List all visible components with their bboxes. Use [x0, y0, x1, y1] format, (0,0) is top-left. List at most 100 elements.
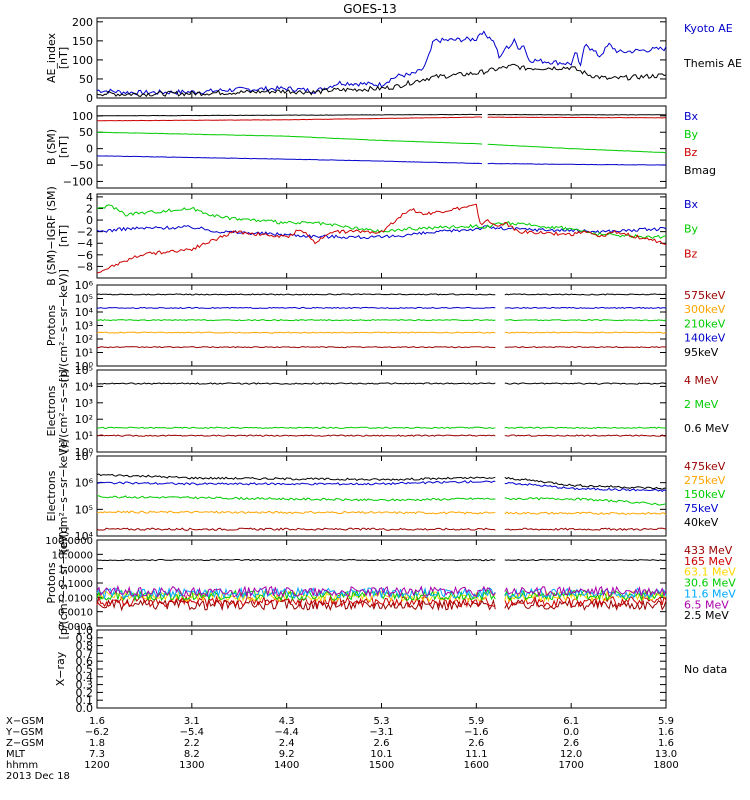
x-row-value: 2.4 [279, 738, 295, 749]
legend-entry: 30.6 MeV [684, 577, 736, 590]
legend: Bx By Bz [684, 198, 699, 260]
y-tick-label: −6 [77, 249, 93, 262]
series-165-mev [96, 594, 667, 609]
y-axis-label: B (SM) [45, 129, 58, 165]
legend-entry: Bz [684, 146, 698, 159]
series-by [96, 131, 667, 154]
series-bx [96, 155, 667, 166]
series-by [96, 204, 667, 240]
legend-entry: 4 MeV [684, 374, 719, 387]
x-row-value: 3.1 [184, 716, 200, 727]
panel-frame [96, 539, 667, 627]
y-tick-label: 10⁵ [75, 503, 93, 516]
legend-entry: 75keV [684, 502, 719, 515]
x-row-label: Z−GSM [6, 738, 44, 749]
panel-frame [96, 284, 667, 367]
legend-entry: 6.5 MeV [684, 598, 729, 611]
y-tick-label: 1.0000 [58, 565, 93, 576]
y-tick-label: 0.4 [76, 671, 94, 684]
y-tick-label: 10.0000 [52, 550, 93, 561]
y-tick-label: 100 [72, 110, 93, 123]
y-tick-label: 10⁷ [75, 450, 93, 463]
legend: Bx By Bz Bmag [684, 110, 716, 177]
y-tick-label: 10⁴ [75, 380, 94, 393]
y-tick-label: 0.2 [76, 686, 94, 699]
legend-entry: Themis AE [683, 57, 742, 70]
legend: Kyoto AE Themis AE [683, 22, 742, 70]
x-row-value: 1600 [464, 760, 489, 771]
panel-electrons1: 10⁰ 10¹ 10² 10³ 10⁴ 10⁵ Electrons [e/(cm²−s−sr)… [45, 364, 729, 459]
panel-protons2: 0.0001 0.0010 0.0100 0.1000 1.0000 10.0000 100… [45, 527, 736, 640]
y-tick-label: 0 [86, 143, 93, 156]
legend-entry: 300keV [684, 303, 726, 316]
panel-ae: 0 50 100 150 200 AE_index [nT] Kyoto AE Themis A… [45, 16, 742, 105]
legend-entry: 275keV [684, 474, 726, 487]
legend-entry: Bx [684, 198, 699, 211]
series-300kev [96, 331, 667, 334]
x-row-value: 1.8 [89, 738, 105, 749]
y-tick-label: 10⁶ [75, 477, 94, 490]
x-row-value: 9.2 [279, 749, 295, 760]
y-axis-label: X−ray [54, 651, 67, 686]
series-475kev [96, 527, 667, 531]
legend-entry: 40keV [684, 516, 719, 529]
y-tick-label: 0.8 [76, 640, 94, 653]
legend-entry: 2.5 MeV [684, 609, 729, 622]
y-axis-label: [e/(cm²−s−sr−keV)] [57, 440, 70, 553]
legend-entry: Bx [684, 110, 699, 123]
series-75kev [97, 480, 667, 493]
x-axis-table: X−GSMY−GSMZ−GSMMLThhmm1.6−6.21.87.312003… [5, 716, 679, 782]
y-tick-label: 100.0000 [45, 536, 93, 547]
panel-electrons2: 10⁴ 10⁵ 10⁶ 10⁷ Electrons [e/(cm²−s−sr−keV)] 4… [45, 440, 726, 553]
y-tick-label: 10⁵ [75, 293, 93, 306]
x-row-value: 7.3 [89, 749, 105, 760]
y-tick-label: 10⁰ [75, 446, 94, 459]
figure-title: GOES-13 [343, 2, 397, 16]
y-tick-label: −100 [63, 175, 93, 188]
y-tick-label: 0.0 [76, 702, 94, 715]
series-kyoto-ae [96, 30, 667, 96]
y-axis-label: B (SM)−IGRF (SM) [45, 186, 58, 286]
legend-entry: 210keV [684, 317, 726, 330]
x-row-value: 2.6 [563, 738, 579, 749]
legend-entry: Kyoto AE [684, 22, 733, 35]
x-row-value: 2.2 [184, 738, 200, 749]
x-row-value: 4.3 [279, 716, 295, 727]
series-bx [96, 225, 667, 240]
panel-frame [96, 455, 667, 537]
y-axis-label: [p/(cm²−s−sr−keV)] [57, 527, 70, 640]
y-tick-label: 10⁴ [75, 306, 94, 319]
x-row-value: −3.1 [369, 727, 393, 738]
y-tick-label: −8 [77, 260, 93, 273]
y-tick-label: −50 [70, 159, 93, 172]
series-210kev [96, 319, 667, 322]
y-tick-label: 10² [75, 333, 93, 346]
y-tick-label: 0.5 [76, 663, 94, 676]
y-tick-label: 10⁴ [75, 530, 94, 543]
y-tick-label: 0.0010 [58, 608, 93, 619]
x-row-value: 12.0 [560, 749, 582, 760]
y-axis-label: [p/(cm²−s−sr−keV)] [57, 269, 70, 382]
series-bz [96, 116, 666, 122]
y-tick-label: 50 [79, 126, 93, 139]
x-row-value: −5.4 [180, 727, 204, 738]
series-2.5-mev [96, 558, 667, 562]
panel-frame [96, 629, 667, 709]
y-axis-label: AE_index [45, 32, 58, 83]
y-tick-label: 0.1 [76, 694, 94, 707]
series-4-mev [96, 434, 667, 437]
x-row-value: 2.6 [468, 738, 484, 749]
series-575kev [96, 346, 667, 349]
x-row-value: 0.0 [563, 727, 579, 738]
series-2-mev [96, 426, 667, 429]
x-row-value: 1500 [369, 760, 394, 771]
panel-bsm: −100 −50 0 50 100 B (SM) [nT] Bx By Bz Bmag [45, 105, 716, 189]
y-tick-label: 0 [86, 214, 93, 227]
legend-entry: 63.1 MeV [684, 566, 736, 579]
x-row-value: 5.3 [374, 716, 390, 727]
y-tick-label: 0.9 [76, 632, 94, 645]
legend-entry: 150keV [684, 488, 726, 501]
series-95kev [96, 293, 667, 296]
